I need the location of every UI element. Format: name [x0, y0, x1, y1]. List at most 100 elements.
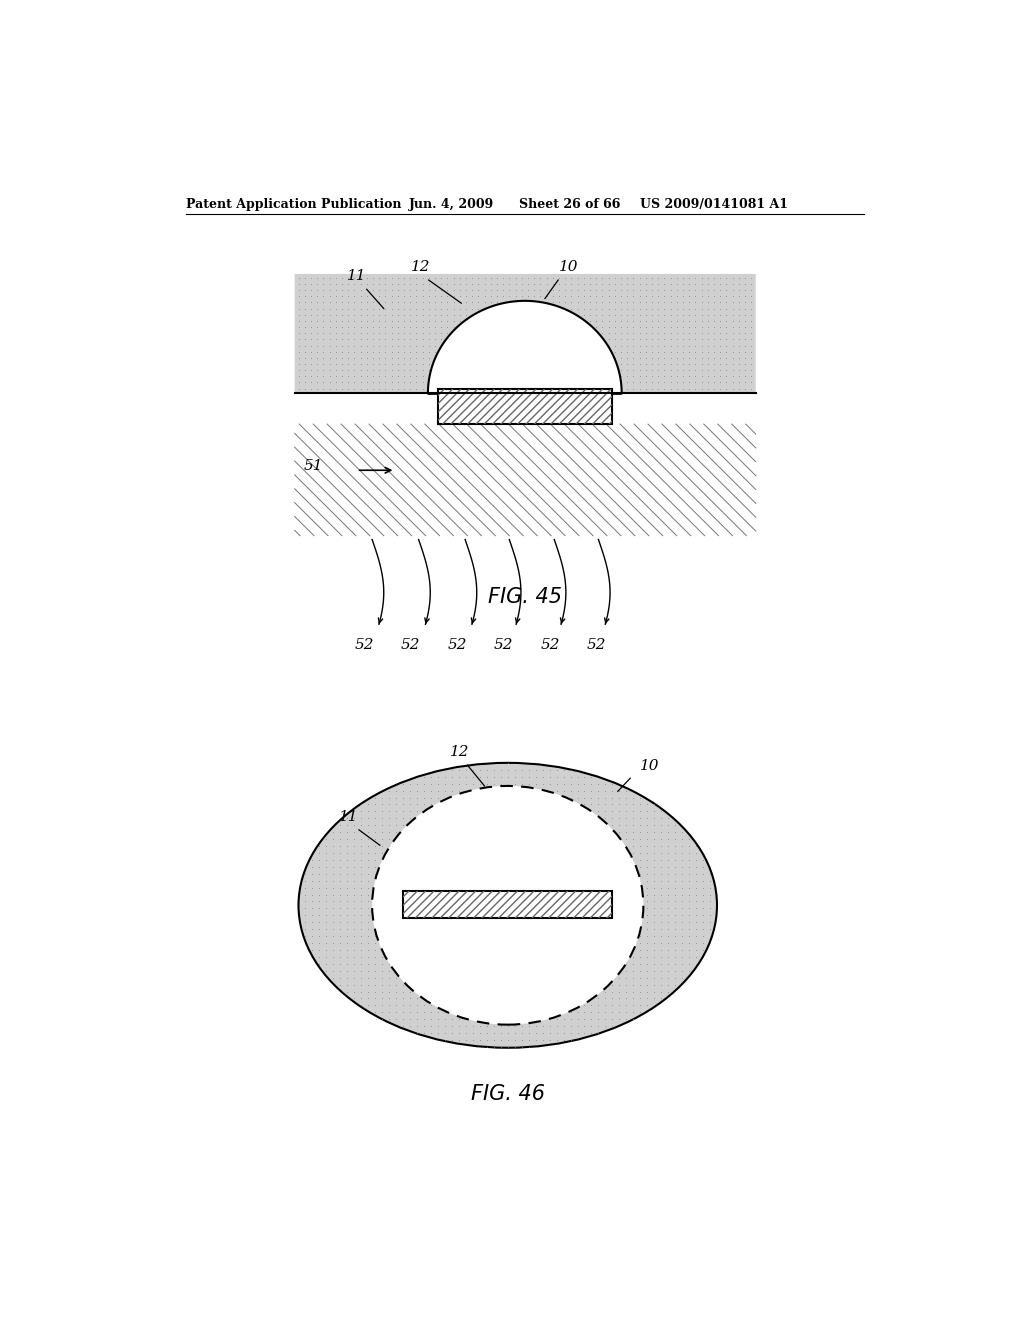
Point [309, 304, 326, 325]
Point [334, 366, 350, 387]
Point [291, 347, 307, 368]
Point [638, 366, 654, 387]
Point [520, 1015, 537, 1036]
Point [401, 774, 418, 795]
Text: Sheet 26 of 66: Sheet 26 of 66 [519, 198, 621, 211]
Point [353, 842, 370, 863]
Point [569, 981, 586, 1002]
Point [297, 322, 313, 343]
Point [395, 317, 412, 338]
Point [597, 1008, 613, 1030]
Point [465, 780, 481, 801]
Point [374, 1008, 390, 1030]
Point [650, 317, 667, 338]
Point [493, 987, 509, 1008]
Point [328, 335, 344, 356]
Point [535, 774, 551, 795]
Point [562, 1023, 579, 1044]
Point [416, 876, 432, 898]
Point [681, 341, 697, 362]
Point [458, 280, 474, 301]
Point [416, 870, 432, 891]
Text: 10: 10 [640, 759, 659, 774]
Point [542, 780, 558, 801]
Point [478, 766, 495, 787]
Point [311, 849, 328, 870]
Point [389, 273, 406, 294]
Point [577, 780, 593, 801]
Point [360, 870, 377, 891]
Point [423, 870, 439, 891]
Point [653, 960, 670, 981]
Point [439, 298, 456, 319]
Point [555, 870, 571, 891]
Point [465, 891, 481, 912]
Point [311, 842, 328, 863]
Point [507, 925, 523, 946]
Point [439, 310, 456, 331]
Point [639, 953, 655, 974]
Point [401, 946, 418, 968]
Point [395, 857, 412, 878]
Point [718, 267, 734, 288]
Point [594, 317, 610, 338]
Point [465, 1008, 481, 1030]
Point [562, 919, 579, 940]
Point [309, 335, 326, 356]
Point [352, 285, 369, 306]
Point [458, 953, 474, 974]
Point [328, 298, 344, 319]
Point [443, 842, 460, 863]
Point [569, 292, 586, 313]
Point [653, 863, 670, 884]
Point [535, 814, 551, 836]
Point [339, 940, 355, 961]
Point [625, 354, 641, 375]
Point [660, 863, 677, 884]
Point [437, 829, 454, 850]
Point [701, 863, 718, 884]
Point [693, 322, 710, 343]
Point [421, 329, 437, 350]
Point [736, 341, 753, 362]
Point [712, 310, 728, 331]
Point [527, 870, 544, 891]
Point [409, 359, 425, 380]
Point [395, 280, 412, 301]
Point [507, 801, 523, 822]
Point [433, 329, 450, 350]
Point [618, 273, 635, 294]
Point [606, 280, 623, 301]
Point [291, 329, 307, 350]
Point [334, 292, 350, 313]
Point [352, 335, 369, 356]
Point [562, 953, 579, 974]
Point [332, 946, 348, 968]
Point [311, 946, 328, 968]
Point [423, 766, 439, 787]
Point [443, 1023, 460, 1044]
Point [577, 836, 593, 857]
Point [433, 285, 450, 306]
Point [478, 821, 495, 842]
Point [371, 372, 387, 393]
Point [427, 285, 443, 306]
Point [549, 891, 565, 912]
Point [638, 304, 654, 325]
Point [416, 987, 432, 1008]
Point [724, 335, 740, 356]
Point [699, 280, 716, 301]
Point [465, 787, 481, 808]
Point [569, 849, 586, 870]
Point [451, 780, 467, 801]
Point [423, 946, 439, 968]
Point [311, 953, 328, 974]
Point [542, 863, 558, 884]
Point [377, 329, 393, 350]
Point [527, 849, 544, 870]
Point [315, 304, 332, 325]
Point [485, 801, 502, 822]
Point [346, 981, 362, 1002]
Point [639, 884, 655, 906]
Point [409, 919, 425, 940]
